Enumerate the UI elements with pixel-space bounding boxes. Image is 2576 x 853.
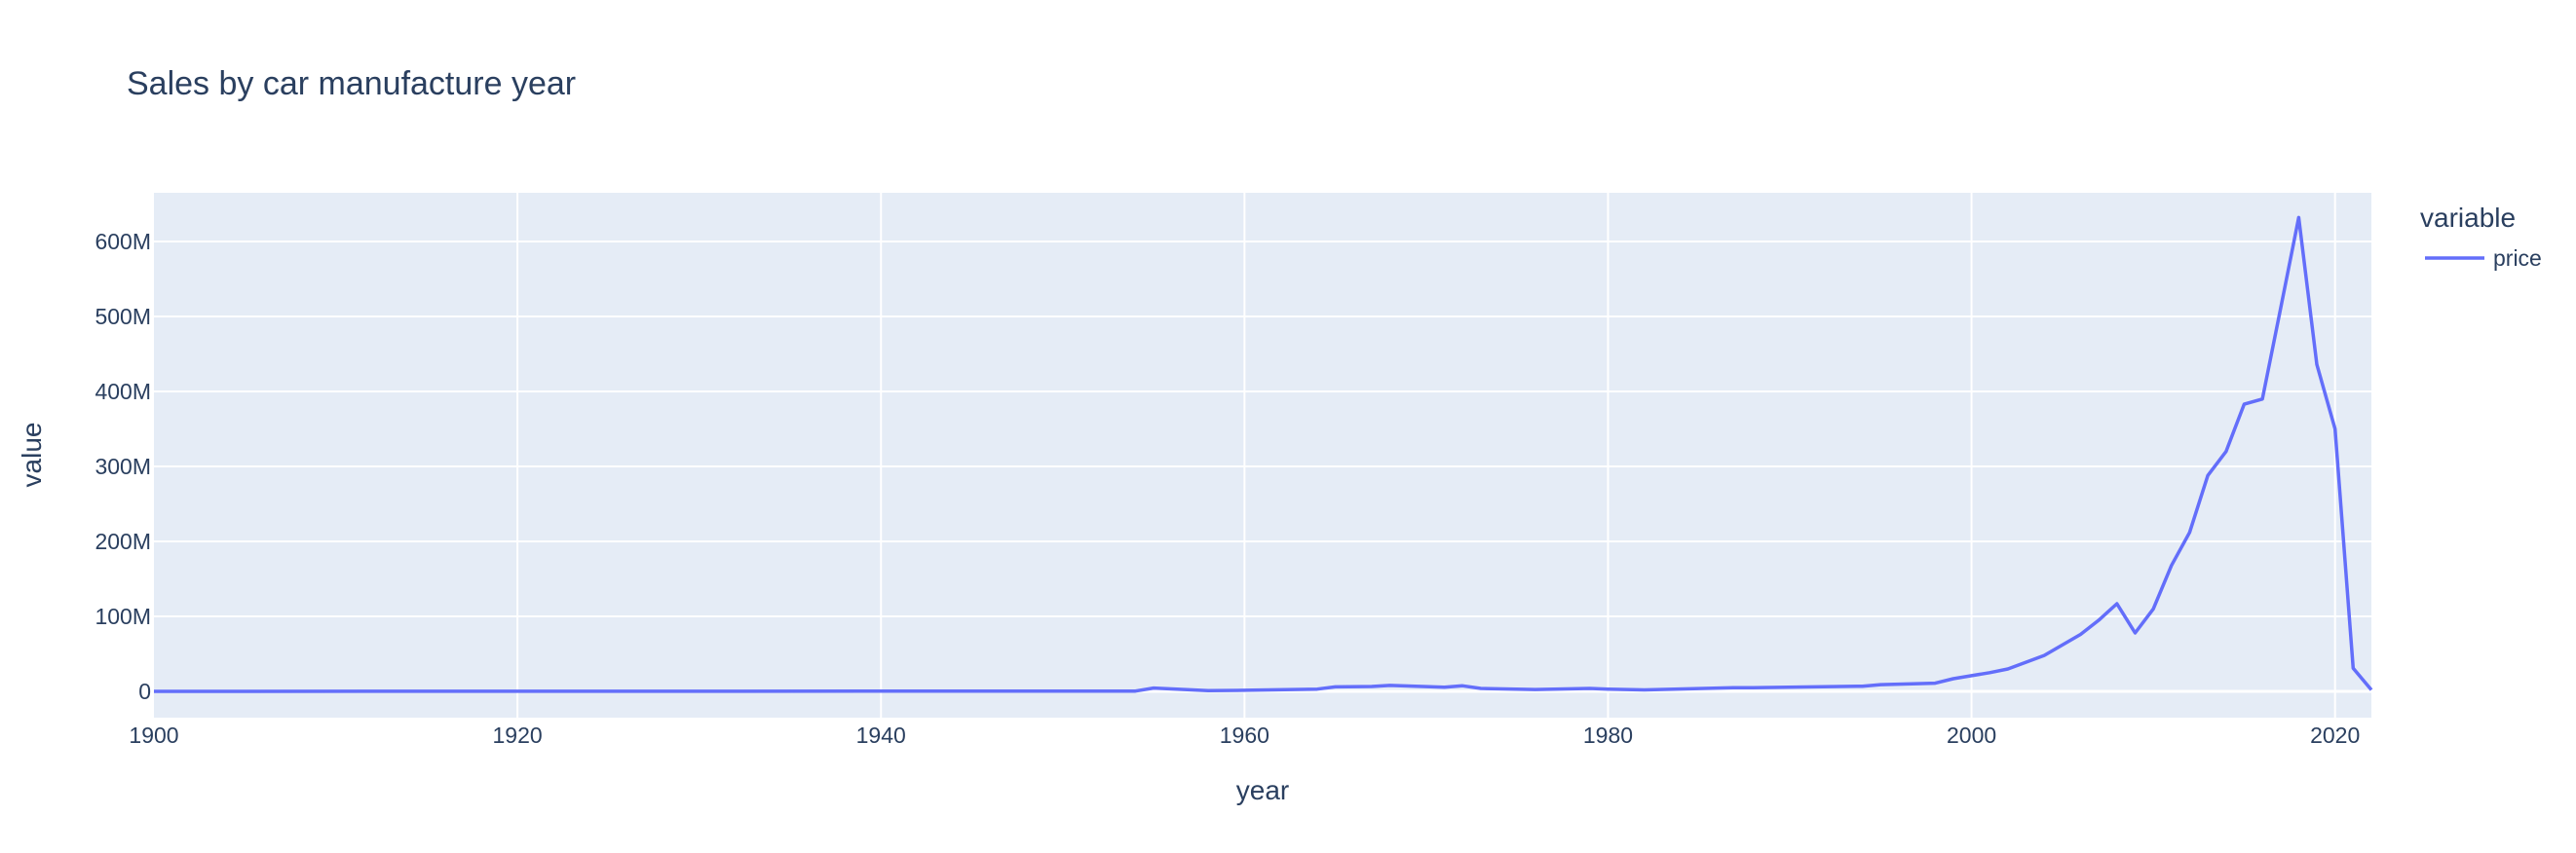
y-tick-label: 0 xyxy=(138,679,151,704)
x-axis-ticks: 1900 1920 1940 1960 1980 2000 2020 xyxy=(129,723,2360,748)
x-tick-label: 1940 xyxy=(856,723,906,748)
y-tick-label: 300M xyxy=(95,454,151,479)
x-tick-label: 2000 xyxy=(1947,723,1996,748)
y-tick-label: 100M xyxy=(95,604,151,629)
x-tick-label: 1960 xyxy=(1220,723,1269,748)
y-tick-label: 500M xyxy=(95,304,151,329)
x-tick-label: 2020 xyxy=(2310,723,2360,748)
legend-label-price: price xyxy=(2493,245,2542,271)
x-axis-title: year xyxy=(1236,775,1289,805)
series-lines xyxy=(153,215,2373,693)
legend-title: variable xyxy=(2420,203,2516,233)
x-tick-label: 1980 xyxy=(1583,723,1633,748)
x-tick-label: 1920 xyxy=(493,723,543,748)
y-tick-label: 200M xyxy=(95,529,151,554)
chart-title: Sales by car manufacture year xyxy=(127,65,576,102)
series-line-price[interactable] xyxy=(153,215,2373,693)
y-tick-label: 400M xyxy=(95,379,151,404)
x-gridlines xyxy=(516,193,2336,718)
y-axis-title: value xyxy=(17,423,47,488)
x-tick-label: 1900 xyxy=(129,723,178,748)
y-axis-ticks: 0 100M 200M 300M 400M 500M 600M xyxy=(95,229,151,704)
plot-area xyxy=(154,193,2371,718)
legend[interactable]: variable price xyxy=(2420,203,2542,271)
y-tick-label: 600M xyxy=(95,229,151,254)
